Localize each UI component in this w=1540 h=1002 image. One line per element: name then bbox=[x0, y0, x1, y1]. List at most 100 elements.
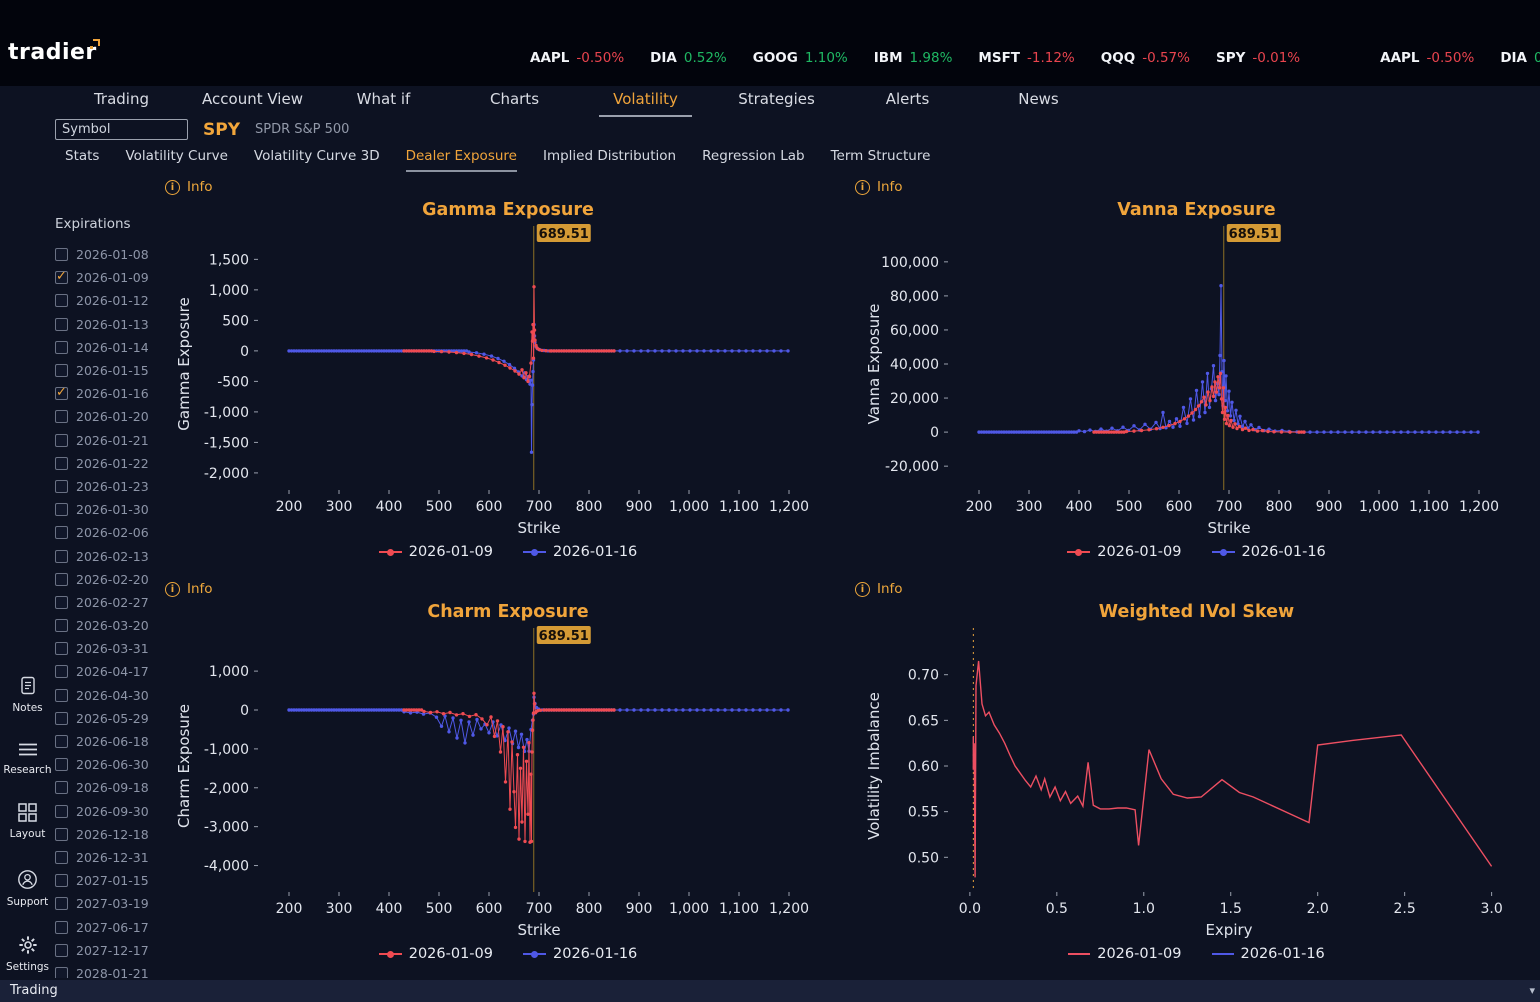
nav-item-what-if[interactable]: What if bbox=[318, 88, 449, 115]
expiration-item[interactable]: 2026-02-20 bbox=[55, 568, 167, 591]
tab-implied-distribution[interactable]: Implied Distribution bbox=[542, 148, 677, 164]
expiration-item[interactable]: 2028-01-21 bbox=[55, 962, 167, 978]
expiration-item[interactable]: 2026-02-06 bbox=[55, 521, 167, 544]
expiration-item[interactable]: 2026-12-31 bbox=[55, 846, 167, 869]
legend-item-2026-01-09[interactable]: 2026-01-09 bbox=[1068, 946, 1182, 962]
expiration-item[interactable]: 2026-01-09 bbox=[55, 266, 167, 289]
tab-regression-lab[interactable]: Regression Lab bbox=[702, 148, 805, 164]
plot-vanna-exposure[interactable]: Vanna Exposure 100,000 80,000 60,000 40,000 2… bbox=[861, 222, 1521, 540]
legend-item-2026-01-09[interactable]: 2026-01-09 bbox=[1067, 544, 1182, 560]
nav-item-news[interactable]: News bbox=[973, 88, 1104, 115]
legend-item-2026-01-09[interactable]: 2026-01-09 bbox=[378, 946, 493, 962]
expiration-item[interactable]: 2026-01-22 bbox=[55, 452, 167, 475]
nav-item-volatility[interactable]: Volatility bbox=[580, 88, 711, 117]
expiration-item[interactable]: 2026-02-13 bbox=[55, 544, 167, 567]
info-button[interactable]: Info bbox=[165, 581, 213, 597]
rail-item-research[interactable]: Research bbox=[0, 741, 55, 776]
info-button[interactable]: Info bbox=[855, 179, 903, 195]
expiration-checkbox[interactable] bbox=[55, 269, 68, 285]
expiration-checkbox[interactable] bbox=[55, 294, 68, 308]
rail-item-layout[interactable]: Layout bbox=[0, 803, 55, 840]
expiration-checkbox[interactable] bbox=[55, 850, 68, 864]
expiration-checkbox[interactable] bbox=[55, 410, 68, 424]
expiration-checkbox[interactable] bbox=[55, 920, 68, 934]
expiration-checkbox[interactable] bbox=[55, 456, 68, 470]
rail-item-settings[interactable]: Settings bbox=[0, 935, 55, 973]
expiration-item[interactable]: 2026-06-18 bbox=[55, 730, 167, 753]
expiration-item[interactable]: 2026-05-29 bbox=[55, 707, 167, 730]
expiration-checkbox[interactable] bbox=[55, 735, 68, 749]
expiration-checkbox[interactable] bbox=[55, 549, 68, 563]
tab-stats[interactable]: Stats bbox=[65, 148, 100, 164]
expiration-item[interactable]: 2026-01-16 bbox=[55, 382, 167, 405]
expiration-checkbox[interactable] bbox=[55, 897, 68, 911]
expiration-item[interactable]: 2027-06-17 bbox=[55, 915, 167, 938]
expiration-checkbox[interactable] bbox=[55, 385, 68, 401]
plot-gamma-exposure[interactable]: Gamma Exposure 1,500 1,000 500 0 -500 -1,000 -1… bbox=[171, 222, 831, 540]
expiration-item[interactable]: 2026-01-23 bbox=[55, 475, 167, 498]
expiration-item[interactable]: 2026-01-13 bbox=[55, 313, 167, 336]
expiration-checkbox[interactable] bbox=[55, 804, 68, 818]
expiration-checkbox[interactable] bbox=[55, 433, 68, 447]
nav-item-strategies[interactable]: Strategies bbox=[711, 88, 842, 115]
nav-item-trading[interactable]: Trading bbox=[56, 88, 187, 115]
expiration-item[interactable]: 2026-02-27 bbox=[55, 591, 167, 614]
expiration-checkbox[interactable] bbox=[55, 572, 68, 586]
expiration-item[interactable]: 2026-01-08 bbox=[55, 243, 167, 266]
expiration-checkbox[interactable] bbox=[55, 758, 68, 772]
expiration-item[interactable]: 2026-04-17 bbox=[55, 660, 167, 683]
expiration-checkbox[interactable] bbox=[55, 827, 68, 841]
expiration-item[interactable]: 2026-01-21 bbox=[55, 429, 167, 452]
expiration-checkbox[interactable] bbox=[55, 619, 68, 633]
expiration-checkbox[interactable] bbox=[55, 781, 68, 795]
expiration-item[interactable]: 2026-01-14 bbox=[55, 336, 167, 359]
expiration-item[interactable]: 2026-09-18 bbox=[55, 776, 167, 799]
nav-item-alerts[interactable]: Alerts bbox=[842, 88, 973, 115]
tab-term-structure[interactable]: Term Structure bbox=[830, 148, 931, 164]
tab-dealer-exposure[interactable]: Dealer Exposure bbox=[405, 148, 517, 172]
expiration-checkbox[interactable] bbox=[55, 711, 68, 725]
expiration-checkbox[interactable] bbox=[55, 479, 68, 493]
plot-weighted-ivol-skew[interactable]: Volatility Imbalance0.700.650.600.550.50… bbox=[861, 624, 1521, 942]
expiration-item[interactable]: 2026-03-31 bbox=[55, 637, 167, 660]
expiration-checkbox[interactable] bbox=[55, 248, 68, 262]
expiration-checkbox[interactable] bbox=[55, 317, 68, 331]
expiration-checkbox[interactable] bbox=[55, 665, 68, 679]
expiration-item[interactable]: 2026-03-20 bbox=[55, 614, 167, 637]
expiration-item[interactable]: 2026-01-30 bbox=[55, 498, 167, 521]
expiration-item[interactable]: 2027-12-17 bbox=[55, 939, 167, 962]
expiration-item[interactable]: 2026-06-30 bbox=[55, 753, 167, 776]
nav-item-account-view[interactable]: Account View bbox=[187, 88, 318, 115]
plot-charm-exposure[interactable]: Charm Exposure 1,000 0 -1,000 -2,000 -3,000 -4… bbox=[171, 624, 831, 942]
expiration-checkbox[interactable] bbox=[55, 943, 68, 957]
expiration-checkbox[interactable] bbox=[55, 688, 68, 702]
expiration-item[interactable]: 2026-01-12 bbox=[55, 289, 167, 312]
info-button[interactable]: Info bbox=[165, 179, 213, 195]
rail-item-support[interactable]: Support bbox=[0, 869, 55, 908]
expiration-checkbox[interactable] bbox=[55, 364, 68, 378]
symbol-input[interactable] bbox=[55, 119, 188, 140]
legend-item-2026-01-16[interactable]: 2026-01-16 bbox=[523, 946, 637, 962]
expiration-checkbox[interactable] bbox=[55, 595, 68, 609]
rail-item-notes[interactable]: Notes bbox=[0, 675, 55, 714]
bottom-bar-caret-icon[interactable] bbox=[1529, 980, 1535, 1002]
expiration-item[interactable]: 2026-09-30 bbox=[55, 800, 167, 823]
info-button[interactable]: Info bbox=[855, 581, 903, 597]
legend-item-2026-01-16[interactable]: 2026-01-16 bbox=[523, 544, 637, 560]
expiration-checkbox[interactable] bbox=[55, 340, 68, 354]
expiration-item[interactable]: 2026-12-18 bbox=[55, 823, 167, 846]
expiration-item[interactable]: 2026-01-20 bbox=[55, 405, 167, 428]
expiration-item[interactable]: 2027-01-15 bbox=[55, 869, 167, 892]
expiration-item[interactable]: 2026-01-15 bbox=[55, 359, 167, 382]
nav-item-charts[interactable]: Charts bbox=[449, 88, 580, 115]
expiration-checkbox[interactable] bbox=[55, 642, 68, 656]
tab-volatility-curve[interactable]: Volatility Curve bbox=[125, 148, 228, 164]
expiration-checkbox[interactable] bbox=[55, 874, 68, 888]
legend-item-2026-01-09[interactable]: 2026-01-09 bbox=[378, 544, 493, 560]
tradier-logo[interactable]: tradier bbox=[8, 39, 100, 65]
legend-item-2026-01-16[interactable]: 2026-01-16 bbox=[1211, 544, 1326, 560]
expiration-checkbox[interactable] bbox=[55, 966, 68, 978]
expiration-checkbox[interactable] bbox=[55, 526, 68, 540]
expiration-item[interactable]: 2026-04-30 bbox=[55, 684, 167, 707]
legend-item-2026-01-16[interactable]: 2026-01-16 bbox=[1211, 946, 1325, 962]
